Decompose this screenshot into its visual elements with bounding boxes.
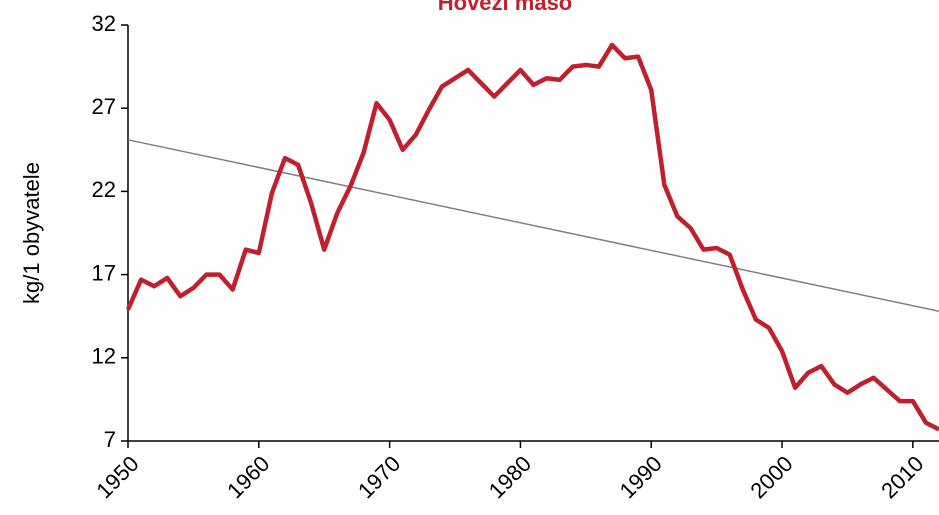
x-tick-label: 1950 [91, 451, 143, 503]
x-tick-label: 1990 [615, 451, 667, 503]
y-axis-label: kg/1 obyvatele [19, 162, 44, 304]
chart-title: Hovězí maso [438, 0, 573, 15]
y-tick-label: 7 [104, 427, 116, 452]
y-tick-label: 12 [92, 344, 116, 369]
x-tick-label: 1960 [222, 451, 274, 503]
y-tick-label: 32 [92, 11, 116, 36]
y-tick-label: 27 [92, 94, 116, 119]
y-tick-label: 17 [92, 260, 116, 285]
x-tick-label: 2000 [745, 451, 797, 503]
trend-line [127, 139, 939, 312]
y-tick-label: 22 [92, 177, 116, 202]
x-tick-label: 1980 [484, 451, 536, 503]
series-line [125, 42, 939, 432]
x-tick-label: 2010 [876, 451, 928, 503]
x-tick-label: 1970 [353, 451, 405, 503]
